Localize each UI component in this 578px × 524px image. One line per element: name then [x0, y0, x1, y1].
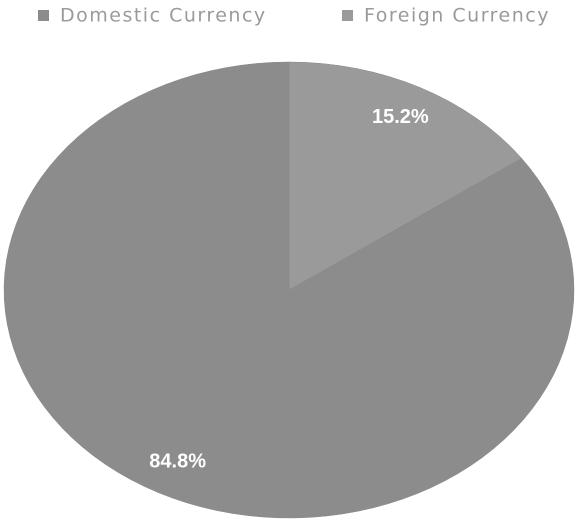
pie-slice — [288, 61, 523, 291]
legend-swatch — [38, 10, 49, 21]
legend-swatch — [342, 10, 353, 21]
value-label: 84.8% — [149, 450, 206, 472]
legend: Domestic Currency Foreign Currency — [38, 5, 550, 27]
legend-label: Foreign Currency — [364, 5, 550, 27]
pie: 84.8% 15.2% — [3, 61, 575, 519]
legend-label: Domestic Currency — [60, 5, 267, 27]
value-label: 15.2% — [372, 106, 429, 128]
